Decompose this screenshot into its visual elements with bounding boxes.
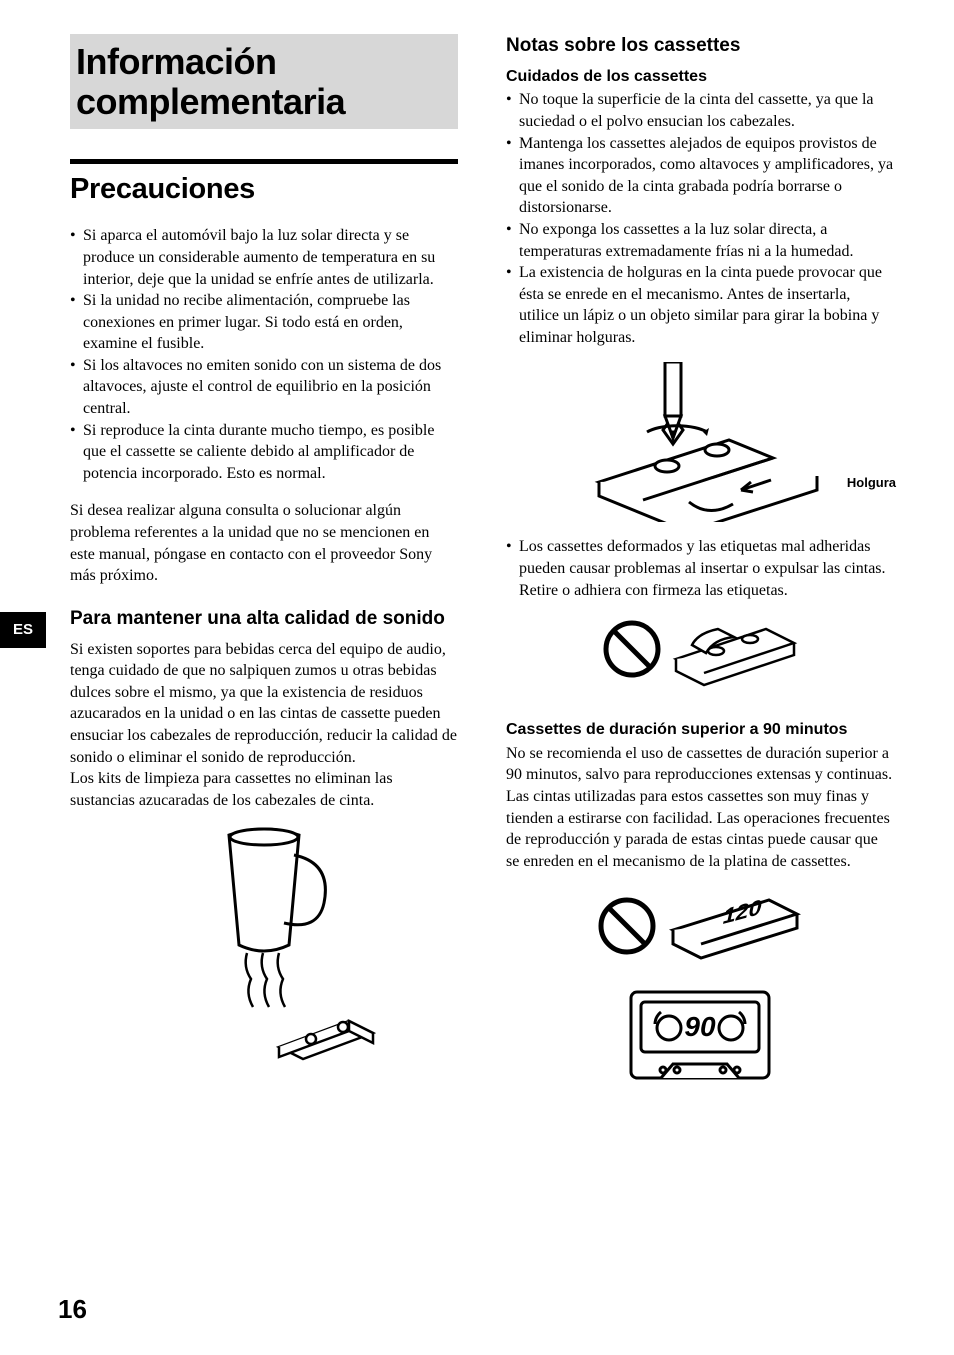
list-item: Si los altavoces no emiten sonido con un… xyxy=(70,355,458,420)
quality-paragraph-2: Los kits de limpieza para cassettes no e… xyxy=(70,768,458,811)
list-item: Los cassettes deformados y las etiquetas… xyxy=(506,536,894,601)
list-item: La existencia de holguras en la cinta pu… xyxy=(506,262,894,348)
rule xyxy=(70,159,458,164)
c120-figure: 120 xyxy=(506,886,894,972)
contact-paragraph: Si desea realizar alguna consulta o solu… xyxy=(70,500,458,586)
precautions-list: Si aparca el automóvil bajo la luz solar… xyxy=(70,225,458,484)
list-item: Mantenga los cassettes alejados de equip… xyxy=(506,133,894,219)
page-number: 16 xyxy=(58,1292,87,1327)
right-column: Notas sobre los cassettes Cuidados de lo… xyxy=(506,34,894,1110)
long-cassette-paragraph: No se recomienda el uso de cassettes de … xyxy=(506,743,894,873)
list-item: Si aparca el automóvil bajo la luz solar… xyxy=(70,225,458,290)
chapter-header: Información complementaria xyxy=(70,34,458,129)
pencil-cassette-figure: Holgura xyxy=(506,362,894,522)
long-cassette-heading: Cassettes de duración superior a 90 minu… xyxy=(506,719,894,741)
chapter-title: Información complementaria xyxy=(76,42,452,121)
list-item: No toque la superficie de la cinta del c… xyxy=(506,89,894,132)
list-item: No exponga los cassettes a la luz solar … xyxy=(506,219,894,262)
left-column: Información complementaria Precauciones … xyxy=(70,34,458,1110)
cassette-notes-heading: Notas sobre los cassettes xyxy=(506,34,894,58)
label-cassette-figure xyxy=(506,615,894,705)
list-item: Si la unidad no recibe alimentación, com… xyxy=(70,290,458,355)
care-heading: Cuidados de los cassettes xyxy=(506,66,894,88)
quality-paragraph-1: Si existen soportes para bebidas cerca d… xyxy=(70,639,458,769)
drink-spill-figure xyxy=(70,825,458,1085)
c90-figure: 90 xyxy=(506,986,894,1096)
deformed-list: Los cassettes deformados y las etiquetas… xyxy=(506,536,894,601)
c90-label: 90 xyxy=(684,1011,716,1042)
care-list: No toque la superficie de la cinta del c… xyxy=(506,89,894,348)
quality-heading: Para mantener una alta calidad de sonido xyxy=(70,607,458,631)
section-title: Precauciones xyxy=(70,170,458,209)
slack-label: Holgura xyxy=(847,474,896,492)
list-item: Si reproduce la cinta durante mucho tiem… xyxy=(70,420,458,485)
